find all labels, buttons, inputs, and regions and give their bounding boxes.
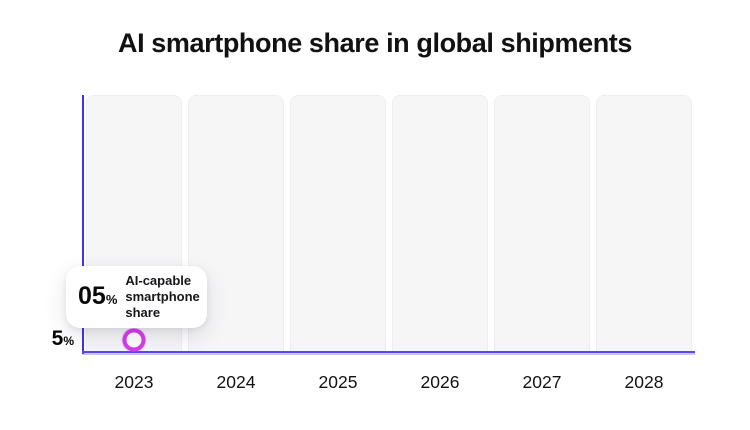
chart-title: AI smartphone share in global shipments (118, 28, 632, 58)
tooltip-value-number: 05 (78, 282, 106, 311)
plot-area (83, 95, 695, 353)
y-tick-label: 5% (18, 327, 74, 351)
y-tick-unit: % (63, 334, 74, 348)
column-band-2026 (392, 95, 488, 353)
y-tick-value: 5 (51, 327, 64, 350)
x-tick-2027: 2027 (522, 372, 562, 392)
data-point-2023[interactable] (122, 328, 146, 352)
x-axis-labels: 2023 2024 2025 2026 2027 2028 (83, 372, 695, 393)
x-tick-2028: 2028 (624, 372, 664, 392)
tooltip-value-unit: % (105, 292, 118, 308)
x-tick-2026: 2026 (420, 372, 460, 392)
column-band-2025 (290, 95, 386, 353)
tooltip-value: 05% (78, 282, 117, 311)
column-band-2027 (494, 95, 590, 353)
tooltip-label: AI-capable smartphone share (125, 273, 200, 320)
column-band-2028 (596, 95, 692, 353)
x-tick-2024: 2024 (216, 372, 256, 392)
y-axis-line (82, 95, 84, 354)
data-tooltip: 05% AI-capable smartphone share (66, 266, 207, 328)
x-axis-line (82, 351, 695, 353)
x-tick-2025: 2025 (318, 372, 358, 392)
x-tick-2023: 2023 (114, 372, 154, 392)
